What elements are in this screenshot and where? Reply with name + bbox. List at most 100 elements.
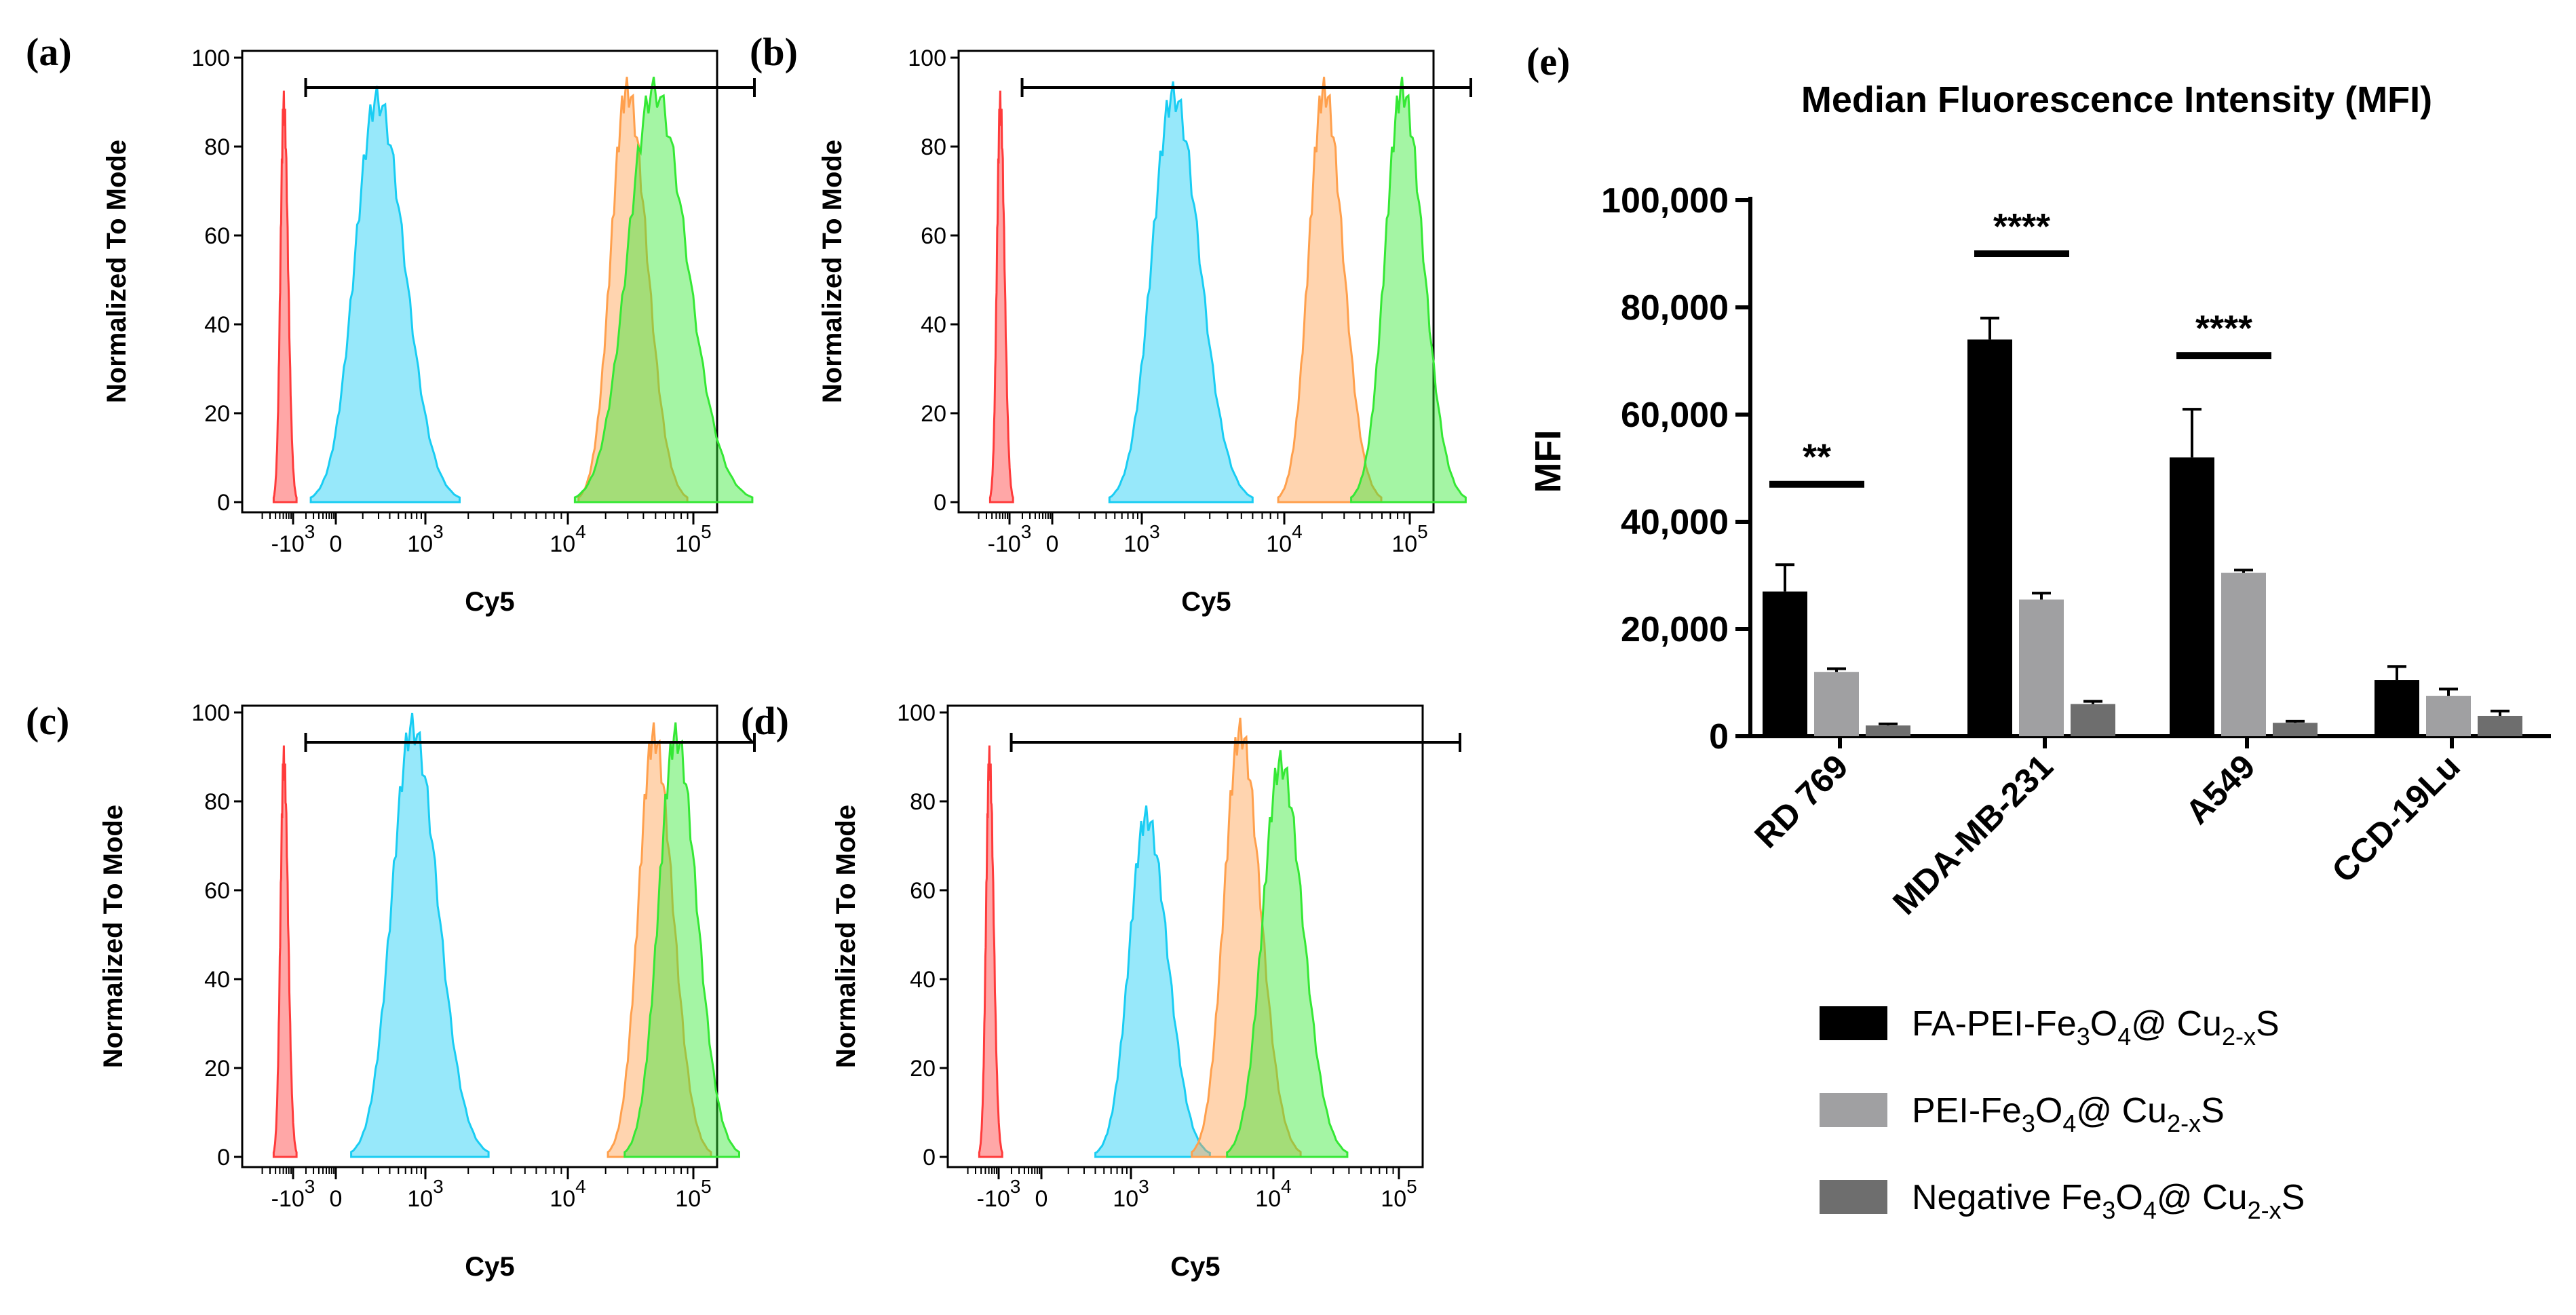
y-axis-label: Normalized To Mode xyxy=(818,140,847,403)
bar-pei xyxy=(2019,599,2064,736)
legend-subscript: 3 xyxy=(2102,1196,2115,1224)
legend-subscript: 2-x xyxy=(2167,1109,2201,1137)
legend-subscript: 2-x xyxy=(2222,1023,2256,1050)
x-tick-exponent: 3 xyxy=(305,521,315,542)
x-tick-label: 0 xyxy=(1035,1186,1048,1212)
histogram-peak xyxy=(978,745,1003,1158)
y-tick-label: 0 xyxy=(217,490,230,516)
x-tick-label: 105 xyxy=(1381,1176,1417,1212)
plot-frame xyxy=(241,704,718,1168)
x-tick-base: 0 xyxy=(1035,1186,1048,1212)
y-tick-label: 20 xyxy=(204,401,230,427)
y-tick-label: 80 xyxy=(921,134,946,160)
legend-subscript: 3 xyxy=(2022,1109,2035,1137)
x-tick-base: -10 xyxy=(988,531,1021,557)
x-tick-exponent: 3 xyxy=(433,521,444,542)
significance-label: **** xyxy=(2195,308,2252,349)
x-tick-label: 105 xyxy=(675,1176,711,1212)
histogram-peak xyxy=(350,712,490,1158)
legend-swatch xyxy=(1820,1093,1887,1127)
category-label: CCD-19Lu xyxy=(2324,747,2467,890)
x-tick-label: 103 xyxy=(1123,521,1159,557)
x-axis-label: Cy5 xyxy=(1170,1252,1220,1282)
y-tick-label: 80 xyxy=(910,789,936,815)
bar-negative xyxy=(2478,715,2522,736)
x-tick-exponent: 5 xyxy=(1406,1176,1417,1197)
bar-negative xyxy=(2273,723,2318,736)
x-tick-exponent: 4 xyxy=(1292,521,1303,542)
x-tick-base: 10 xyxy=(550,531,575,557)
category-label: RD 769 xyxy=(1747,747,1855,855)
bar-negative xyxy=(1866,725,1910,736)
x-tick-label: 103 xyxy=(1113,1176,1149,1212)
legend-text: S xyxy=(2256,1004,2280,1044)
x-tick-label: 104 xyxy=(1266,521,1302,557)
x-tick-label: 0 xyxy=(1046,531,1059,557)
bar-fa-pei xyxy=(2375,680,2419,736)
x-tick-base: 10 xyxy=(675,531,701,557)
x-tick-base: 10 xyxy=(675,1186,701,1212)
y-tick-label: 20 xyxy=(921,401,946,427)
x-tick-label: -103 xyxy=(271,1176,315,1212)
y-tick-label: 40 xyxy=(910,967,936,993)
x-tick-label: -103 xyxy=(988,521,1032,557)
x-tick-label: 105 xyxy=(675,521,711,557)
legend-swatch xyxy=(1820,1180,1887,1214)
histogram-peak xyxy=(573,77,754,503)
x-tick-label: 103 xyxy=(407,1176,443,1212)
x-tick-exponent: 5 xyxy=(1417,521,1428,542)
y-tick-label: 80 xyxy=(204,789,230,815)
y-tick-label: 100 xyxy=(908,45,946,71)
x-tick-base: 10 xyxy=(1391,531,1417,557)
x-tick-base: -10 xyxy=(977,1186,1010,1212)
panel-label: (d) xyxy=(741,699,789,743)
histogram-peak xyxy=(1350,77,1467,503)
y-tick-label: 20 xyxy=(910,1056,936,1082)
x-tick-base: 10 xyxy=(550,1186,575,1212)
x-tick-label: 104 xyxy=(550,521,585,557)
legend-label: FA-PEI-Fe3O4@ Cu2-xS xyxy=(1912,1004,2280,1050)
legend-text: S xyxy=(2201,1091,2225,1130)
bar-pei xyxy=(1814,672,1859,736)
x-tick-exponent: 4 xyxy=(575,1176,586,1197)
chart-title: Median Fluorescence Intensity (MFI) xyxy=(1801,79,2432,120)
x-tick-exponent: 4 xyxy=(575,521,586,542)
legend-subscript: 4 xyxy=(2062,1109,2076,1137)
y-tick-label: 100 xyxy=(191,45,230,71)
y-tick-label: 60 xyxy=(204,878,230,904)
significance-label: ** xyxy=(1803,437,1831,478)
legend-subscript: 3 xyxy=(2077,1023,2090,1050)
x-tick-exponent: 3 xyxy=(1010,1176,1021,1197)
legend-text: O xyxy=(2115,1178,2142,1217)
significance-label: **** xyxy=(1993,206,2050,247)
category-label: MDA-MB-231 xyxy=(1885,747,2060,922)
y-tick-label: 20 xyxy=(204,1056,230,1082)
y-tick-label: 100 xyxy=(191,700,230,726)
y-tick-label: 0 xyxy=(934,490,946,516)
y-tick-label: 40 xyxy=(204,312,230,338)
histogram-peak xyxy=(607,722,712,1158)
legend-text: @ Cu xyxy=(2076,1091,2167,1130)
legend-label: Negative Fe3O4@ Cu2-xS xyxy=(1912,1178,2305,1224)
histogram-peak xyxy=(272,745,298,1158)
legend-text: O xyxy=(2090,1004,2117,1044)
panel-label: (b) xyxy=(750,30,798,74)
histogram-peak xyxy=(272,90,298,503)
x-tick-base: -10 xyxy=(271,1186,305,1212)
legend-text: PEI-Fe xyxy=(1912,1091,2022,1130)
panel-label: (a) xyxy=(26,30,72,74)
panel-label: (c) xyxy=(26,699,69,743)
legend-text: Negative Fe xyxy=(1912,1178,2102,1217)
histogram-peak xyxy=(309,85,461,503)
bar-fa-pei xyxy=(1763,591,1807,736)
histogram-peak xyxy=(1191,717,1302,1158)
x-tick-base: 10 xyxy=(1381,1186,1406,1212)
histogram-peak xyxy=(577,77,689,503)
x-tick-base: 0 xyxy=(1046,531,1059,557)
legend-subscript: 4 xyxy=(2143,1196,2157,1224)
x-tick-base: 0 xyxy=(330,531,343,557)
bar-fa-pei xyxy=(2170,457,2214,736)
